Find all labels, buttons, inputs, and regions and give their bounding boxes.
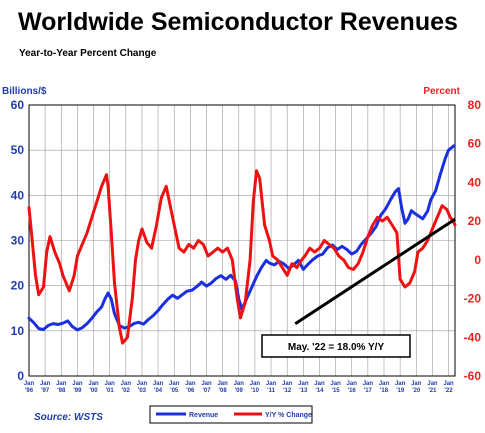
x-tick-year: '18 (380, 388, 389, 394)
legend-frame (149, 405, 313, 424)
chart-subtitle: Year-to-Year Percent Change (19, 48, 157, 59)
left-tick-label: 50 (11, 143, 25, 157)
x-tick-month: Jan (347, 381, 358, 387)
x-tick-month: Jan (427, 381, 438, 387)
x-tick-month: Jan (395, 381, 406, 387)
x-tick-month: Jan (88, 381, 99, 387)
right-tick-label: 40 (468, 175, 482, 189)
x-tick-year: '22 (444, 388, 453, 394)
x-tick-month: Jan (185, 381, 196, 387)
x-tick-year: '10 (251, 388, 260, 394)
right-axis-ticks: -60 -40 -20 0 20 40 60 80 (464, 98, 482, 383)
x-tick-month: Jan (411, 381, 422, 387)
x-tick-month: Jan (234, 381, 245, 387)
left-tick-label: 10 (11, 324, 25, 338)
x-tick-year: '96 (25, 388, 34, 394)
x-tick-year: '09 (235, 388, 244, 394)
x-tick-month: Jan (282, 381, 293, 387)
x-tick-month: Jan (56, 381, 67, 387)
x-tick-month: Jan (298, 381, 309, 387)
x-tick-year: '01 (106, 388, 115, 394)
x-tick-year: '00 (89, 388, 98, 394)
x-tick-month: Jan (24, 381, 35, 387)
x-tick-year: '08 (219, 388, 228, 394)
right-axis-title: Percent (423, 86, 460, 97)
x-tick-year: '02 (122, 388, 131, 394)
x-tick-month: Jan (201, 381, 212, 387)
x-tick-year: '12 (283, 388, 292, 394)
left-tick-label: 60 (11, 98, 25, 112)
x-tick-month: Jan (330, 381, 341, 387)
grid-lines (28, 104, 455, 377)
right-tick-label: 80 (468, 98, 482, 112)
right-tick-label: 60 (468, 137, 482, 151)
left-tick-label: 30 (11, 234, 25, 248)
x-tick-year: '21 (428, 388, 437, 394)
x-tick-month: Jan (250, 381, 261, 387)
series-line-yoy (27, 169, 457, 345)
x-tick-month: Jan (217, 381, 228, 387)
x-tick-month: Jan (105, 381, 116, 387)
annotation-box (261, 334, 411, 358)
annotation: May. '22 = 18.0% Y/Y (261, 217, 456, 358)
x-tick-year: '17 (364, 388, 373, 394)
x-tick-year: '16 (348, 388, 357, 394)
x-tick-year: '11 (267, 388, 275, 394)
x-tick-year: '14 (315, 388, 324, 394)
x-tick-month: Jan (443, 381, 454, 387)
legend: Revenue Y/Y % Change (149, 405, 313, 424)
x-tick-month: Jan (137, 381, 148, 387)
x-tick-year: '98 (57, 388, 66, 394)
legend-label-revenue: Revenue (189, 412, 218, 419)
x-tick-month: Jan (153, 381, 164, 387)
x-tick-year: '99 (73, 388, 82, 394)
x-tick-year: '07 (202, 388, 211, 394)
series-line-revenue (27, 144, 456, 332)
x-tick-month: Jan (169, 381, 180, 387)
chart-title: Worldwide Semiconductor Revenues (18, 8, 458, 36)
x-axis-ticks: Jan'96Jan'97Jan'98Jan'99Jan'00Jan'01Jan'… (24, 381, 454, 394)
right-tick-label: 0 (474, 253, 481, 267)
left-tick-label: 0 (17, 369, 24, 383)
right-tick-label: -20 (464, 292, 482, 306)
legend-label-yoy: Y/Y % Change (265, 412, 312, 419)
x-tick-year: '13 (299, 388, 308, 394)
right-tick-label: -60 (464, 369, 482, 383)
x-tick-year: '06 (186, 388, 195, 394)
x-tick-month: Jan (121, 381, 132, 387)
x-tick-year: '15 (332, 388, 341, 394)
annotation-text: May. '22 = 18.0% Y/Y (288, 342, 385, 353)
x-tick-month: Jan (266, 381, 277, 387)
left-tick-label: 40 (11, 188, 25, 202)
x-tick-month: Jan (379, 381, 390, 387)
annotation-arrow-line (294, 217, 456, 325)
x-tick-month: Jan (72, 381, 83, 387)
left-axis-ticks: 0 10 20 30 40 50 60 (11, 98, 25, 383)
plot-frame (28, 104, 456, 377)
x-tick-year: '04 (154, 388, 163, 394)
left-axis-title: Billions/$ (2, 86, 47, 97)
x-tick-year: '97 (41, 388, 50, 394)
x-tick-month: Jan (314, 381, 325, 387)
series-layer (27, 144, 457, 345)
right-tick-label: -40 (464, 330, 482, 344)
x-tick-year: '05 (170, 388, 179, 394)
source-note: Source: WSTS (34, 412, 103, 423)
left-tick-label: 20 (11, 279, 25, 293)
x-tick-month: Jan (40, 381, 51, 387)
x-tick-year: '20 (412, 388, 421, 394)
x-tick-year: '03 (138, 388, 147, 394)
right-tick-label: 20 (468, 214, 482, 228)
x-tick-year: '19 (396, 388, 405, 394)
x-tick-month: Jan (363, 381, 374, 387)
